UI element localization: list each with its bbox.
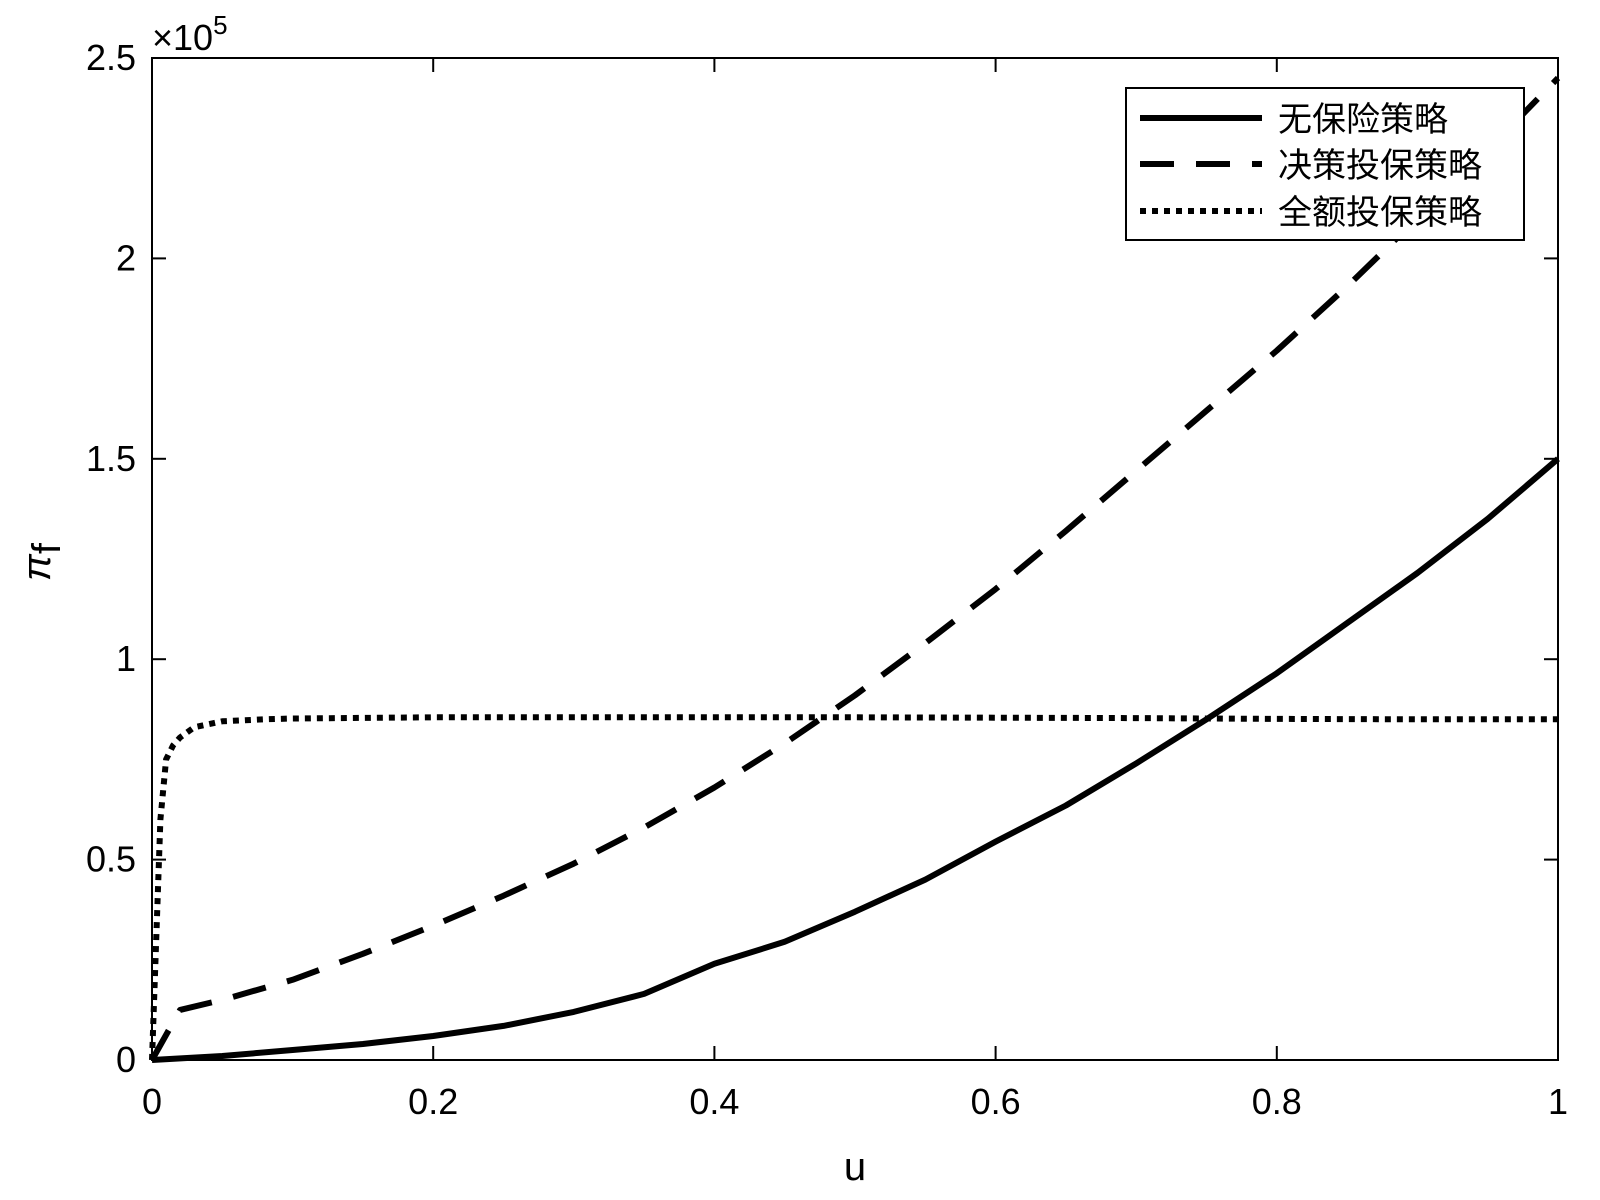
x-axis-title: u [844, 1145, 866, 1189]
y-exponent-label: ×105 [152, 10, 228, 58]
legend-label-full-insurance: 全额投保策略 [1278, 193, 1482, 233]
x-tick-label: 0 [142, 1081, 162, 1122]
legend-label-decision-insurance: 决策投保策略 [1278, 146, 1482, 186]
y-exponent-base: ×10 [152, 17, 213, 58]
y-axis-title: πf [15, 542, 69, 581]
y-tick-label: 2 [116, 237, 136, 278]
y-tick-label: 1 [116, 638, 136, 679]
x-tick-label: 0.4 [689, 1081, 739, 1122]
plot-frame [151, 57, 1559, 1061]
y-axis-title-subscript: f [25, 542, 69, 554]
x-tick-label: 0.6 [971, 1081, 1021, 1122]
y-axis: 0 0.5 1 1.5 2 2.5 [86, 37, 1558, 1080]
legend-box [1125, 87, 1525, 241]
y-tick-label: 0 [116, 1039, 136, 1080]
y-tick-label: 2.5 [86, 37, 136, 78]
y-tick-label: 1.5 [86, 438, 136, 479]
series-layer [149, 75, 1561, 1063]
legend: 无保险策略 决策投保策略 全额投保策略 [1125, 87, 1525, 241]
x-tick-label: 0.2 [408, 1081, 458, 1122]
series-no-insurance-line [151, 456, 1560, 1063]
y-exponent-power: 5 [213, 10, 227, 40]
x-axis: 0 0.2 0.4 0.6 0.8 1 [142, 58, 1568, 1122]
series-full-insurance-line [149, 714, 1558, 1061]
legend-label-no-insurance: 无保险策略 [1278, 100, 1448, 140]
x-tick-label: 0.8 [1252, 1081, 1302, 1122]
y-tick-label: 0.5 [86, 839, 136, 880]
x-tick-label: 1 [1548, 1081, 1568, 1122]
y-axis-title-main: π [15, 553, 59, 581]
